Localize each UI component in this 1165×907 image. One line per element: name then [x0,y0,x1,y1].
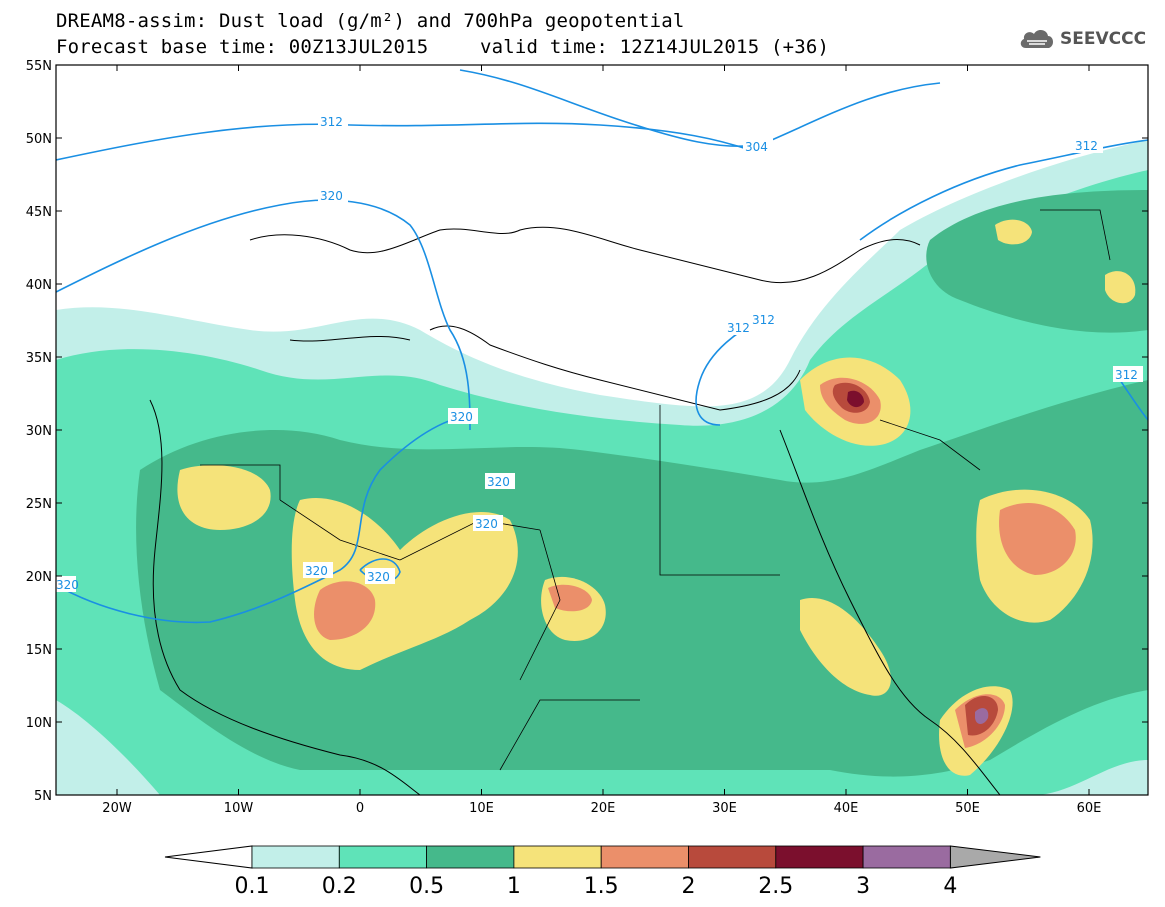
colorbar-over-arrow [949,845,1041,869]
chart-title: DREAM8-assim: Dust load (g/m²) and 700hP… [56,10,685,32]
dust-band-1p5-d [548,584,592,612]
lat-label: 30N [26,424,52,439]
colorbar-label: 1 [507,874,521,899]
lon-label: 40E [834,801,859,816]
colorbar-swatch [426,845,515,869]
dust-band-1-a [177,465,271,530]
contour-label: 312 [1115,368,1138,382]
seevccc-logo: SEEVCCC [1018,26,1146,52]
dust-band-0p5 [136,380,1148,777]
map-field: 312 304 312 320 312 312 320 320 320 320 … [56,65,1148,795]
contour-312-gulf [1119,379,1148,421]
lon-label: 20W [102,801,132,816]
colorbar-swatch [338,845,427,869]
contour-label: 312 [1075,139,1098,153]
lat-label: 50N [26,132,52,147]
colorbar-under-arrow [164,845,253,869]
colorbar-swatch [775,845,864,869]
contour-304 [459,69,941,148]
lat-label: 15N [26,643,52,658]
dust-band-1-h [995,219,1032,245]
cloud-icon [1020,30,1054,48]
lat-label: 45N [26,205,52,220]
colorbar-label: 0.2 [322,874,357,899]
dust-band-2p5-a [847,390,864,408]
colorbar-swatch [862,845,951,869]
dust-band-0p5-ne [926,190,1148,333]
contour-label-group: 312 304 312 320 312 312 320 320 320 320 … [56,113,1143,592]
colorbar-swatch [688,845,777,869]
lat-label: 25N [26,497,52,512]
lat-label: 35N [26,351,52,366]
lon-label: 30E [712,801,737,816]
contour-label: 320 [450,410,473,424]
dust-band-1p5-c [999,502,1076,575]
lon-label: 50E [955,801,980,816]
contour-label: 320 [475,517,498,531]
logo-text: SEEVCCC [1060,29,1147,49]
geopotential-contours [56,69,1148,624]
colorbar: 0.1 0.2 0.5 1 1.5 2 2.5 3 4 [164,845,1041,899]
dust-band-1-i [1105,271,1136,304]
lat-label: 10N [26,716,52,731]
contour-label: 312 [727,321,750,335]
lon-label: 60E [1077,801,1102,816]
colorbar-swatch [513,845,602,869]
contour-label: 320 [487,475,510,489]
lon-label: 10W [224,801,254,816]
colorbar-label: 2 [682,874,696,899]
contour-312-north [56,122,751,161]
forecast-base-time: Forecast base time: 00Z13JUL2015 [56,36,429,58]
contour-label: 320 [367,570,390,584]
dust-band-1p5-a [314,581,376,640]
dust-band-1-f [800,598,891,696]
contour-312-east [859,139,1148,241]
contour-320-sahara [56,414,471,624]
contour-label: 312 [320,115,343,129]
dust-band-3-a [975,708,989,724]
contour-label: 304 [745,140,768,154]
contour-label: 320 [305,564,328,578]
colorbar-swatch [251,845,340,869]
coastline-africa [149,399,1001,795]
colorbar-label: 2.5 [758,874,793,899]
longitude-axis: 20W 10W 0 10E 20E 30E 40E 50E 60E [102,65,1101,816]
lon-label: 0 [356,801,364,816]
colorbar-swatch [600,845,689,869]
latitude-axis: 55N 50N 45N 40N 35N 30N 25N 20N 15N 10N 5N [26,59,1148,804]
contour-label: 320 [56,578,79,592]
contour-320-north [56,199,471,431]
colorbar-label: 4 [943,874,957,899]
lat-label: 20N [26,570,52,585]
lat-label: 40N [26,278,52,293]
colorbar-label: 0.1 [235,874,270,899]
colorbar-label: 1.5 [584,874,619,899]
colorbar-label: 3 [856,874,870,899]
lon-label: 10E [469,801,494,816]
lon-label: 20E [591,801,616,816]
valid-time: valid time: 12Z14JUL2015 (+36) [480,36,830,58]
contour-label: 320 [320,189,343,203]
coastline-europe [249,226,921,411]
lat-label: 5N [34,789,52,804]
lat-label: 55N [26,59,52,74]
contour-label: 312 [752,313,775,327]
colorbar-label: 0.5 [409,874,444,899]
